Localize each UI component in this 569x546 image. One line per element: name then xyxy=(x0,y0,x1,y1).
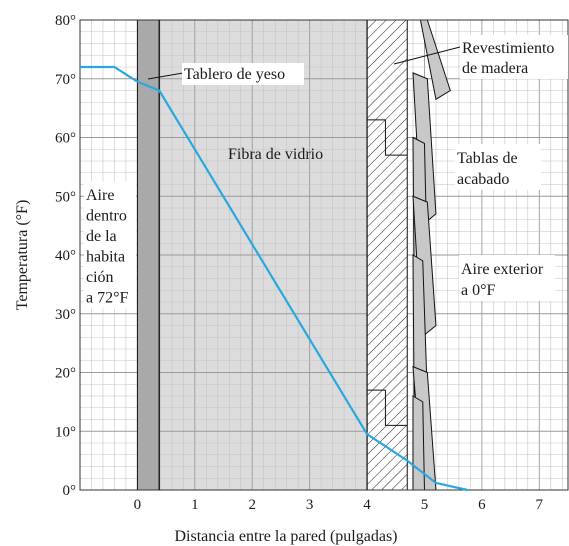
tablas-label: Tablas de xyxy=(457,150,518,167)
revestimiento-label: Revestimiento xyxy=(462,40,554,57)
x-tick-label: 1 xyxy=(191,497,199,513)
aire-dentro-label: habita xyxy=(86,249,125,266)
temperature-line xyxy=(80,65,468,492)
y-tick-label: 10° xyxy=(55,424,76,440)
y-tick-label: 70° xyxy=(55,72,76,88)
grid xyxy=(79,19,568,491)
tablas-label-bg xyxy=(455,144,541,190)
aire-exterior-label: Aire exterior xyxy=(461,261,544,278)
sheathing-joint xyxy=(367,389,408,426)
annotations: Tablero de yeso Revestimiento de madera Fib… xyxy=(84,35,568,309)
tick-labels: 0 1 2 3 4 5 6 70°10°20°30°40°50°60°70°80° xyxy=(55,13,544,513)
x-tick-label: 2 xyxy=(248,497,256,513)
temperature-series-line xyxy=(80,65,468,492)
aire-exterior-label: a 0°F xyxy=(461,282,496,299)
aire-dentro-label: de la xyxy=(86,228,117,245)
y-tick-label: 20° xyxy=(55,366,76,382)
aire-dentro-label-bg xyxy=(84,181,136,309)
wood-sheathing-layer xyxy=(366,19,408,491)
x-tick-label: 7 xyxy=(536,497,544,513)
x-tick-label: 4 xyxy=(363,497,371,513)
x-tick-label: 0 xyxy=(134,497,142,513)
y-axis-title: Temperatura (°F) xyxy=(14,200,31,311)
siding-board xyxy=(412,395,425,491)
x-axis-title: Distancia entre la pared (pulgadas) xyxy=(174,528,397,545)
revestimiento-label-bg xyxy=(460,35,568,79)
tablero-leader xyxy=(147,72,184,80)
x-tick-label: 6 xyxy=(478,497,486,513)
wall-layer-fills xyxy=(136,19,408,491)
y-tick-label: 80° xyxy=(55,13,76,29)
x-tick-label: 5 xyxy=(421,497,429,513)
aire-exterior-label-bg xyxy=(459,255,555,301)
x-tick-label: 3 xyxy=(306,497,314,513)
aire-dentro-label: ción xyxy=(86,269,114,286)
y-tick-label: 30° xyxy=(55,307,76,323)
tablas-label: acabado xyxy=(457,171,509,188)
aire-dentro-label: Aire xyxy=(86,187,114,204)
y-tick-label: 0° xyxy=(63,483,77,499)
y-tick-label: 50° xyxy=(55,189,76,205)
plot-frame xyxy=(79,19,569,491)
revestimiento-label: de madera xyxy=(462,60,528,77)
gypsum-board-layer xyxy=(136,19,160,491)
fibra-label: Fibra de vidrio xyxy=(228,146,323,163)
y-tick-label: 40° xyxy=(55,248,76,264)
revestimiento-leader xyxy=(393,46,461,65)
tablero-label-bg xyxy=(182,63,304,85)
y-tick-label: 60° xyxy=(55,131,76,147)
tablero-label: Tablero de yeso xyxy=(184,66,285,83)
aire-dentro-label: a 72°F xyxy=(86,290,129,307)
plot-border xyxy=(79,19,569,491)
aire-dentro-label: dentro xyxy=(86,208,127,225)
sheathing-joint xyxy=(367,119,408,156)
